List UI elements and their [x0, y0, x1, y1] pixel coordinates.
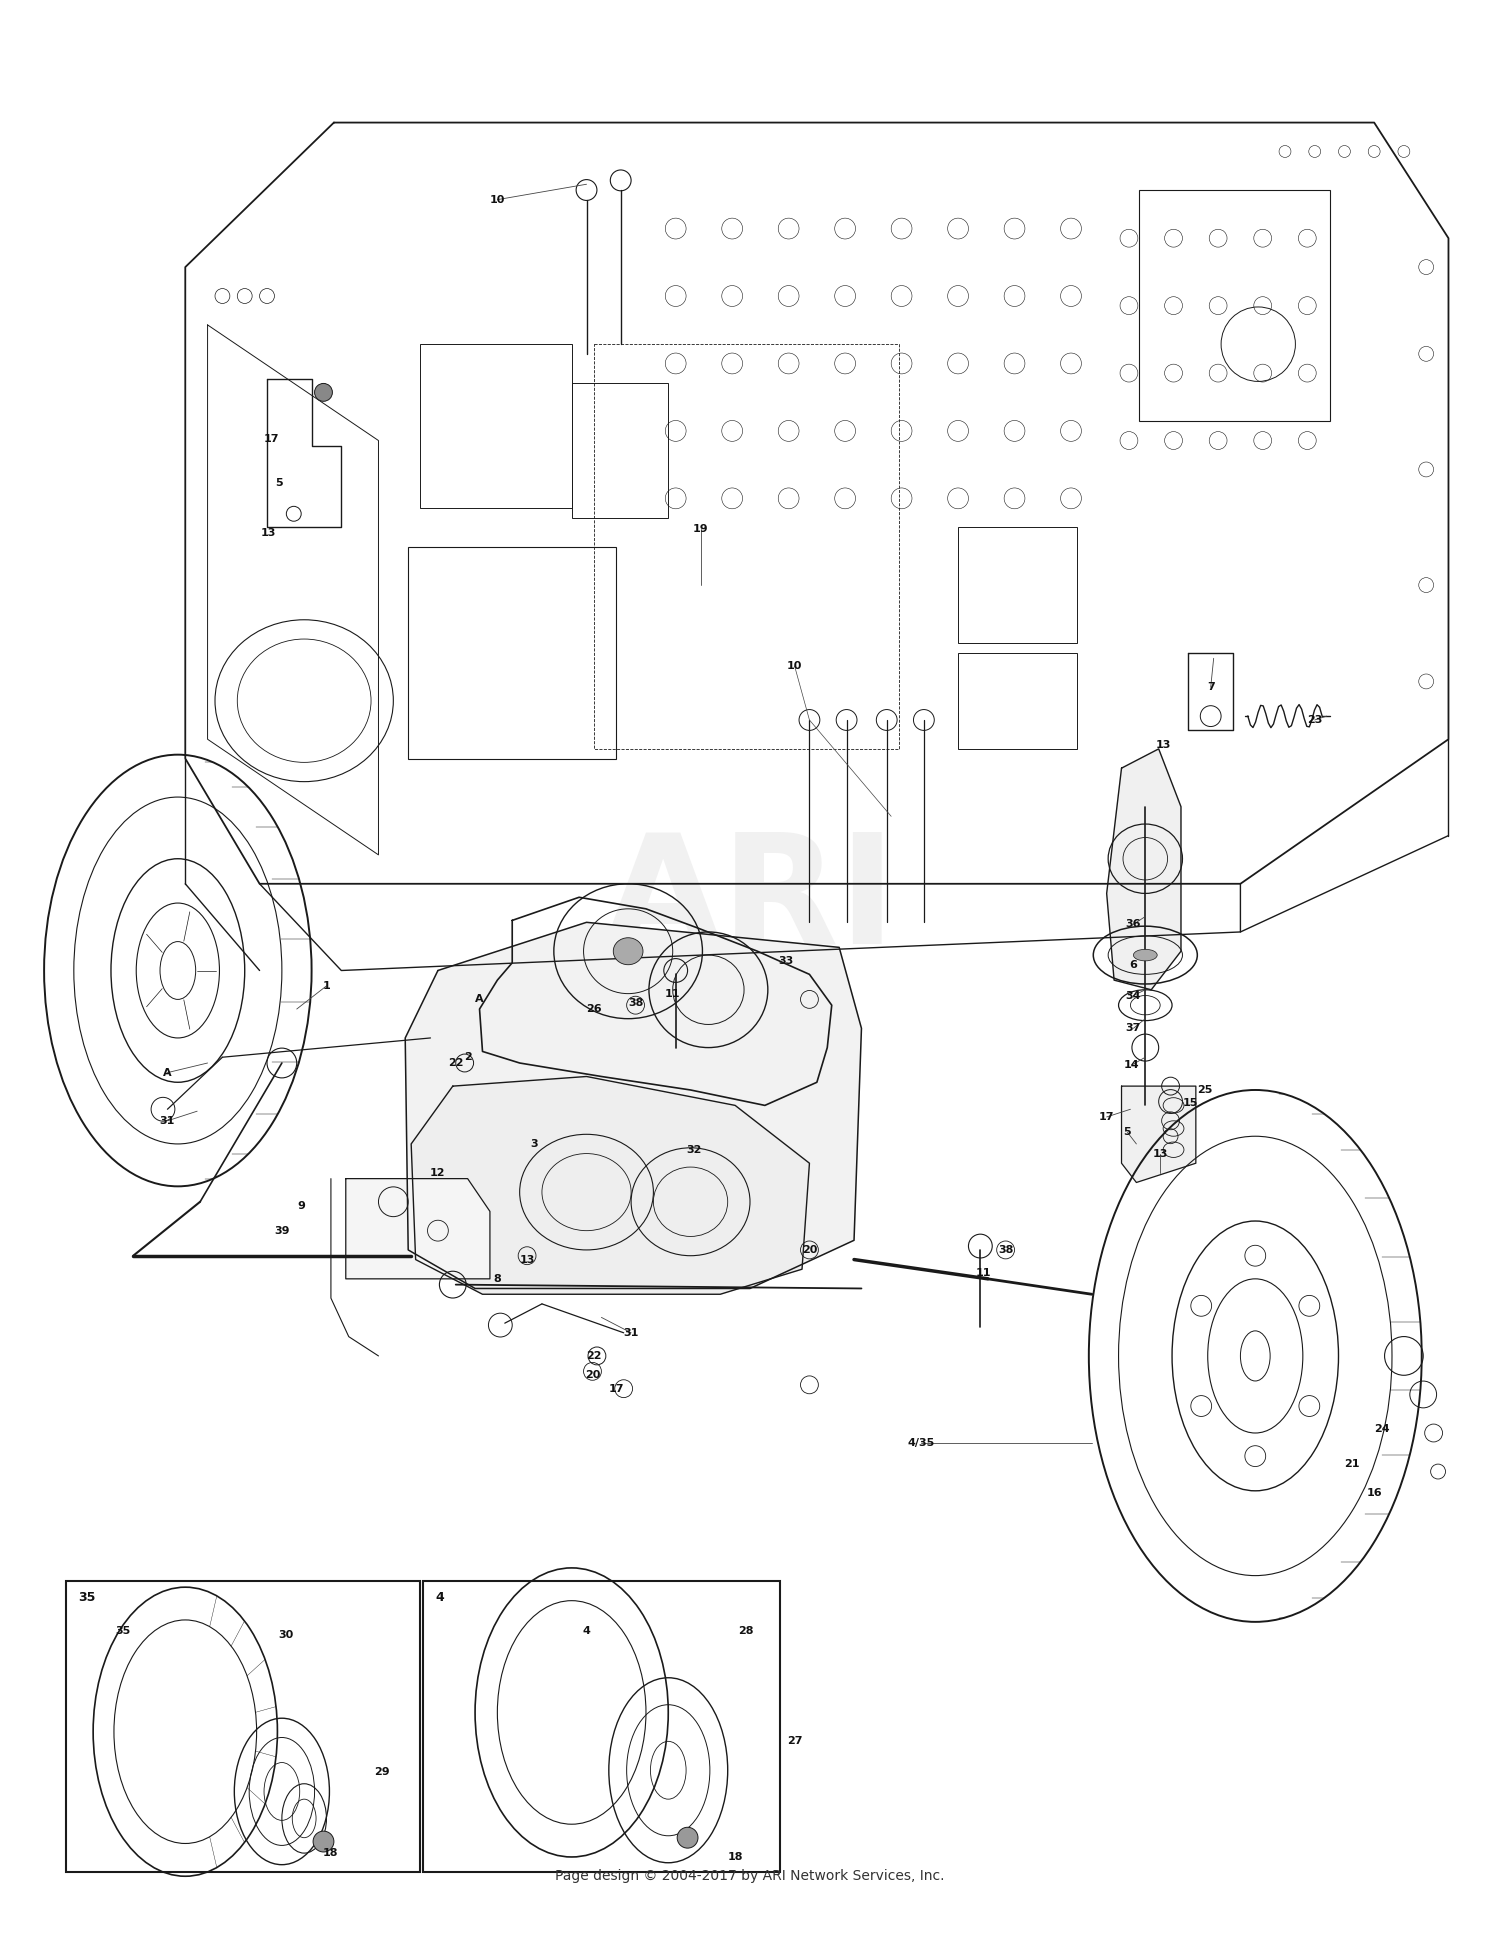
Circle shape — [314, 1830, 334, 1852]
Text: 13: 13 — [1152, 1149, 1168, 1159]
Text: 18: 18 — [322, 1848, 339, 1858]
Text: 20: 20 — [585, 1370, 600, 1380]
Text: 4: 4 — [435, 1592, 444, 1603]
Text: 32: 32 — [686, 1145, 700, 1155]
Bar — [423, 1582, 780, 1873]
Text: 15: 15 — [1182, 1099, 1197, 1108]
Text: 28: 28 — [738, 1627, 753, 1636]
Text: 13: 13 — [1155, 740, 1172, 749]
Text: 8: 8 — [494, 1273, 501, 1283]
Text: 31: 31 — [624, 1328, 639, 1337]
Text: 33: 33 — [778, 955, 794, 967]
Bar — [572, 382, 669, 518]
Text: 36: 36 — [1125, 920, 1142, 930]
Text: 4/35: 4/35 — [908, 1438, 934, 1448]
Text: 31: 31 — [160, 1116, 176, 1126]
Circle shape — [676, 1826, 698, 1848]
Text: 30: 30 — [279, 1630, 294, 1640]
Text: 1: 1 — [322, 980, 330, 992]
Text: 12: 12 — [430, 1168, 445, 1178]
Text: 21: 21 — [1344, 1460, 1359, 1469]
Polygon shape — [1122, 1087, 1196, 1182]
Text: 18: 18 — [728, 1852, 742, 1861]
Text: 39: 39 — [274, 1225, 290, 1236]
Text: 9: 9 — [297, 1201, 304, 1211]
Text: 38: 38 — [998, 1244, 1014, 1256]
Text: 4: 4 — [582, 1627, 591, 1636]
Text: 2: 2 — [464, 1052, 471, 1062]
Ellipse shape — [1134, 949, 1156, 961]
Text: 17: 17 — [1100, 1112, 1114, 1122]
Text: 19: 19 — [693, 524, 709, 534]
Text: 5: 5 — [1124, 1128, 1131, 1137]
Text: 20: 20 — [802, 1244, 818, 1256]
Text: 25: 25 — [1197, 1085, 1212, 1095]
Bar — [420, 344, 572, 509]
Text: 10: 10 — [489, 194, 506, 204]
Text: 13: 13 — [261, 528, 276, 538]
Text: 10: 10 — [788, 662, 802, 672]
Text: 11: 11 — [975, 1267, 992, 1277]
Text: 29: 29 — [374, 1766, 390, 1778]
Text: A: A — [476, 994, 484, 1003]
Text: 6: 6 — [1130, 959, 1137, 970]
Text: Page design © 2004-2017 by ARI Network Services, Inc.: Page design © 2004-2017 by ARI Network S… — [555, 1869, 945, 1883]
Text: 35: 35 — [116, 1627, 130, 1636]
Bar — [958, 652, 1077, 749]
Text: 34: 34 — [1125, 990, 1142, 1000]
Bar — [1140, 190, 1329, 421]
Text: 35: 35 — [78, 1592, 96, 1603]
Text: 23: 23 — [1306, 714, 1323, 726]
Circle shape — [315, 384, 333, 402]
Text: 5: 5 — [274, 477, 282, 487]
Polygon shape — [346, 1178, 490, 1279]
Bar — [958, 528, 1077, 642]
Ellipse shape — [614, 938, 644, 965]
Text: 22: 22 — [448, 1058, 464, 1068]
Text: 3: 3 — [531, 1139, 538, 1149]
Text: 22: 22 — [586, 1351, 602, 1361]
Text: 11: 11 — [664, 988, 681, 998]
Polygon shape — [1107, 749, 1180, 990]
Text: 14: 14 — [1124, 1060, 1140, 1069]
Bar — [408, 547, 616, 759]
Text: A: A — [164, 1068, 172, 1077]
Text: ARI: ARI — [603, 827, 897, 974]
Polygon shape — [405, 922, 861, 1289]
Text: 24: 24 — [1374, 1425, 1389, 1434]
Text: 16: 16 — [1366, 1487, 1382, 1498]
Text: 27: 27 — [788, 1737, 802, 1747]
Text: 26: 26 — [586, 1003, 602, 1013]
Text: 17: 17 — [264, 433, 279, 444]
Text: 37: 37 — [1125, 1023, 1142, 1033]
Text: 38: 38 — [628, 998, 644, 1007]
Text: 17: 17 — [609, 1384, 624, 1394]
Bar — [66, 1582, 420, 1873]
Polygon shape — [411, 1077, 810, 1295]
Text: 13: 13 — [519, 1254, 536, 1266]
Text: 7: 7 — [1208, 681, 1215, 693]
